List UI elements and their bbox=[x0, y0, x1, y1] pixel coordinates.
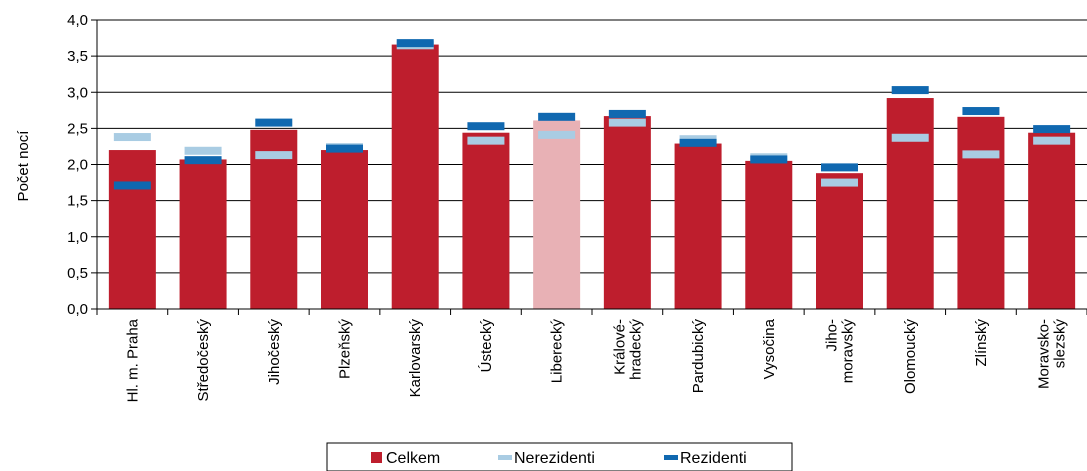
x-tick-label-line: Jihočeský bbox=[266, 319, 283, 385]
x-tick-label: Liberecký bbox=[549, 319, 566, 384]
x-tick-label: Vysočina bbox=[761, 318, 778, 379]
x-tick-label-line: Plzeňský bbox=[337, 319, 354, 380]
marker-nerezidenti bbox=[467, 136, 505, 145]
bar-celkem bbox=[250, 129, 298, 309]
x-tick-label-line: Hl. m. Praha bbox=[124, 318, 141, 402]
bar-celkem bbox=[745, 160, 793, 309]
legend-swatch-celkem bbox=[371, 452, 382, 463]
bar-celkem bbox=[1028, 132, 1076, 309]
marker-nerezidenti bbox=[1033, 136, 1071, 145]
y-tick-label: 1,5 bbox=[67, 193, 88, 210]
x-tick-label-line: Moravsko- bbox=[1036, 319, 1053, 389]
marker-rezidenti bbox=[750, 155, 788, 164]
x-tick-label-line: Olomoucký bbox=[902, 319, 919, 395]
marker-rezidenti bbox=[326, 144, 363, 153]
bars bbox=[108, 44, 1076, 310]
legend-label-nerezidenti: Nerezidenti bbox=[514, 450, 595, 467]
bar-celkem bbox=[674, 143, 722, 309]
x-tick-label: Hl. m. Praha bbox=[124, 318, 141, 402]
marker-rezidenti bbox=[396, 39, 434, 48]
x-tick-label-line: hradecký bbox=[627, 319, 644, 380]
marker-nerezidenti bbox=[184, 146, 222, 155]
marker-rezidenti bbox=[891, 86, 929, 95]
x-tick-label-line: moravský bbox=[840, 319, 857, 384]
y-tick-label: 3,5 bbox=[67, 48, 88, 65]
y-tick-label: 4,0 bbox=[67, 12, 88, 29]
x-tick-label: Králové-hradecký bbox=[611, 319, 644, 380]
x-tick-label: Pardubický bbox=[690, 319, 707, 394]
marker-rezidenti bbox=[608, 109, 646, 118]
y-tick-labels: 0,0 0,5 1,0 1,5 2,0 2,5 3,0 3,5 4,0 bbox=[67, 12, 88, 318]
x-tick-label-line: Karlovarský bbox=[407, 319, 424, 398]
gridlines bbox=[97, 19, 1087, 274]
markers bbox=[113, 39, 1071, 190]
bar-celkem bbox=[533, 120, 581, 310]
marker-rezidenti bbox=[679, 138, 717, 147]
y-tick-label: 2,0 bbox=[67, 157, 88, 174]
marker-nerezidenti bbox=[255, 151, 293, 160]
marker-rezidenti bbox=[113, 181, 151, 190]
y-tick-label: 2,5 bbox=[67, 120, 88, 137]
marker-rezidenti bbox=[255, 118, 293, 127]
x-tick-label-line: Pardubický bbox=[690, 319, 707, 394]
marker-nerezidenti bbox=[821, 178, 858, 187]
x-tick-label-line: Zlínský bbox=[973, 319, 990, 367]
bar-celkem bbox=[462, 132, 510, 309]
marker-rezidenti bbox=[962, 107, 1000, 116]
bar-celkem bbox=[816, 173, 863, 309]
marker-rezidenti bbox=[821, 163, 858, 172]
bar-celkem bbox=[108, 150, 156, 309]
bar-celkem bbox=[886, 98, 934, 309]
x-tick-label: Olomoucký bbox=[902, 319, 919, 395]
bar-celkem bbox=[321, 150, 368, 309]
x-tick-label: Středočeský bbox=[195, 319, 212, 402]
marker-nerezidenti bbox=[962, 150, 1000, 159]
bar-celkem bbox=[391, 44, 439, 309]
marker-rezidenti bbox=[1033, 125, 1071, 134]
x-tick-label-line: slezský bbox=[1052, 319, 1069, 369]
legend-label-celkem: Celkem bbox=[386, 450, 440, 467]
x-tick-labels: Hl. m. Praha Středočeský Jihočeský Plzeňský… bbox=[124, 318, 1068, 402]
axes bbox=[91, 19, 1087, 315]
y-tick-label: 3,0 bbox=[67, 84, 88, 101]
y-tick-label: 1,0 bbox=[67, 229, 88, 246]
x-tick-label: Zlínský bbox=[973, 319, 990, 367]
marker-nerezidenti bbox=[538, 130, 576, 139]
marker-nerezidenti bbox=[113, 133, 151, 142]
legend: Celkem Nerezidenti Rezidenti bbox=[326, 442, 793, 471]
y-axis-title: Počet nocí bbox=[15, 130, 32, 202]
x-tick-label-line: Králové- bbox=[611, 319, 628, 375]
marker-nerezidenti bbox=[608, 118, 646, 127]
legend-frame bbox=[326, 442, 793, 471]
x-tick-label: Plzeňský bbox=[337, 319, 354, 380]
legend-swatch-nerezidenti bbox=[498, 455, 512, 460]
x-tick-label-line: Jiho- bbox=[824, 319, 841, 352]
x-tick-label: Jihočeský bbox=[266, 319, 283, 385]
y-tick-label: 0,5 bbox=[67, 265, 88, 282]
marker-rezidenti bbox=[184, 156, 222, 165]
y-tick-label: 0,0 bbox=[67, 301, 88, 318]
bar-celkem bbox=[957, 116, 1005, 309]
x-tick-label-line: Vysočina bbox=[761, 318, 778, 379]
marker-rezidenti bbox=[538, 112, 576, 121]
x-tick-label: Ústecký bbox=[478, 319, 495, 373]
marker-rezidenti bbox=[467, 122, 505, 131]
legend-swatch-rezidenti bbox=[664, 455, 678, 460]
x-tick-label: Moravsko-slezský bbox=[1036, 319, 1069, 390]
marker-nerezidenti bbox=[891, 133, 929, 142]
bar-celkem bbox=[179, 159, 227, 309]
x-tick-label: Karlovarský bbox=[407, 319, 424, 398]
x-tick-label-line: Liberecký bbox=[549, 319, 566, 384]
x-tick-label-line: Středočeský bbox=[195, 319, 212, 402]
x-tick-label-line: Ústecký bbox=[478, 319, 495, 373]
x-tick-label: Jiho-moravský bbox=[824, 319, 857, 384]
bar-celkem bbox=[603, 116, 651, 309]
legend-label-rezidenti: Rezidenti bbox=[680, 450, 747, 467]
